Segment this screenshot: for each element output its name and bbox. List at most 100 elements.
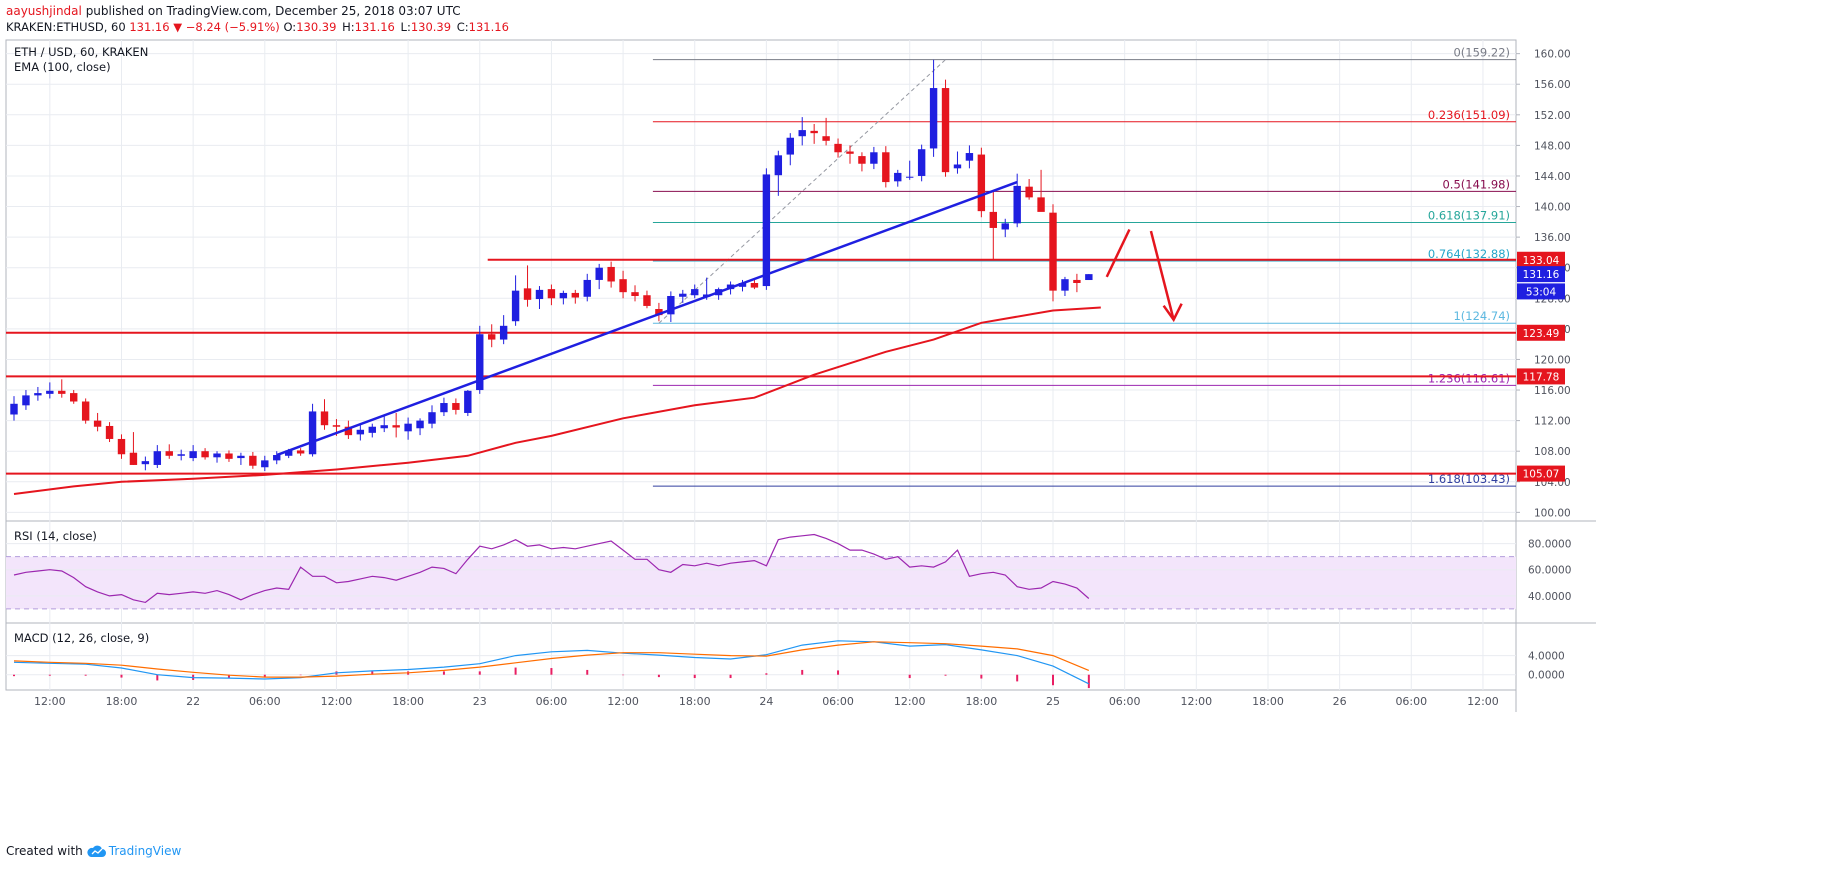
horizontal-level-badge-label: 105.07 [1523, 469, 1560, 481]
candle-up [965, 153, 974, 161]
x-tick-label: 23 [473, 695, 487, 708]
x-tick-label: 06:00 [536, 695, 568, 708]
candle-up [273, 455, 281, 461]
candle-up [416, 420, 424, 429]
change-arrow-icon: ▼ [173, 20, 183, 34]
candle-down [452, 403, 460, 410]
x-tick-label: 22 [186, 695, 200, 708]
candle-down [117, 438, 126, 455]
candle-down [1037, 197, 1045, 212]
open-value: 130.39 [296, 20, 337, 34]
candle-up [1061, 279, 1069, 291]
horizontal-level-badge [1517, 368, 1565, 385]
candle-down [882, 152, 890, 183]
fib-level-label: 0.236(151.09) [1428, 108, 1510, 122]
candle-up [141, 461, 150, 465]
candle-down [332, 425, 341, 427]
rsi-band [6, 556, 1516, 609]
y-tick-label: 116.00 [1534, 385, 1571, 397]
candle-down [201, 451, 209, 458]
candle-up [356, 429, 365, 435]
candle-down [547, 289, 556, 299]
x-tick-label: 06:00 [1395, 695, 1427, 708]
horizontal-level-badge-label: 123.49 [1523, 328, 1560, 340]
change-value: −8.24 (−5.91%) [185, 20, 280, 34]
candle-down [249, 455, 257, 466]
x-tick-label: 25 [1046, 695, 1060, 708]
candle-up [667, 295, 675, 315]
candle-up [1013, 185, 1021, 224]
author-name[interactable]: aayushjindal [6, 4, 82, 18]
candle-up [237, 455, 245, 459]
candle-up [404, 423, 412, 432]
candle-down [989, 211, 998, 228]
candle-up [762, 174, 771, 287]
close-label: C: [456, 20, 469, 34]
candle-up [308, 411, 317, 455]
candle-up [34, 393, 42, 396]
candle-down [129, 452, 138, 465]
rsi-line [13, 533, 1090, 604]
candle-down [392, 425, 400, 428]
low-value: 130.39 [410, 20, 452, 34]
y-tick-label: 136.00 [1534, 232, 1571, 244]
y-tick-label: 148.00 [1534, 140, 1571, 152]
fib-level-label: 0.5(141.98) [1442, 177, 1510, 191]
candle-up [559, 292, 568, 299]
price-badge [1517, 266, 1565, 283]
candle-up [1085, 274, 1093, 281]
y-tick-label: 156.00 [1534, 79, 1571, 91]
candle-down [93, 420, 102, 427]
candle-down [655, 308, 663, 316]
x-tick-label: 18:00 [679, 695, 711, 708]
y-tick-label: 160.00 [1534, 49, 1571, 61]
candle-down [58, 390, 66, 394]
candle-up [368, 426, 376, 433]
x-tick-label: 18:00 [106, 695, 138, 708]
y-tick-label: 144.00 [1534, 171, 1571, 183]
close-value: 131.16 [468, 20, 509, 34]
macd-signal-line [13, 641, 1090, 678]
macd-tick-label: 0.0000 [1528, 670, 1565, 682]
candle-up [189, 451, 197, 459]
price-badge [1517, 283, 1565, 300]
candle-up [798, 130, 806, 137]
x-tick-label: 06:00 [1109, 695, 1141, 708]
candle-up [261, 460, 269, 468]
candle-down [607, 266, 615, 282]
candle-up [905, 176, 914, 178]
candle-down [1025, 186, 1033, 198]
candle-up [153, 451, 162, 465]
footer: Created with TradingView [6, 844, 181, 858]
projection-up-arrow [1105, 228, 1131, 278]
horizontal-level-badge [1517, 465, 1565, 482]
horizontal-level-badge [1517, 251, 1565, 268]
candle-up [894, 172, 902, 182]
trendline [276, 180, 1018, 457]
macd-tick-label: 4.0000 [1528, 651, 1565, 663]
candle-down [81, 401, 90, 421]
candle-down [320, 411, 329, 426]
x-tick-label: 24 [759, 695, 773, 708]
candle-up [691, 289, 699, 296]
candle-down [858, 156, 866, 164]
candle-down [846, 151, 854, 154]
tradingview-logo[interactable]: TradingView [87, 844, 181, 858]
fib-level-label: 1.618(103.43) [1428, 472, 1510, 486]
last-price: 131.16 [129, 20, 170, 34]
candle-up [917, 149, 926, 176]
symbol-label: KRAKEN:ETHUSD, 60 [6, 20, 126, 34]
candle-up [774, 155, 783, 176]
candle-up [10, 403, 18, 415]
fib-level-label: 0.764(132.88) [1428, 247, 1510, 261]
y-tick-label: 112.00 [1534, 416, 1571, 428]
horizontal-level-badge-label: 133.04 [1523, 255, 1560, 267]
candle-up [46, 390, 54, 394]
x-tick-label: 06:00 [822, 695, 854, 708]
x-tick-label: 12:00 [1180, 695, 1212, 708]
x-tick-label: 18:00 [392, 695, 424, 708]
x-tick-label: 18:00 [966, 695, 998, 708]
candle-up [428, 412, 436, 424]
candle-up [511, 290, 520, 322]
